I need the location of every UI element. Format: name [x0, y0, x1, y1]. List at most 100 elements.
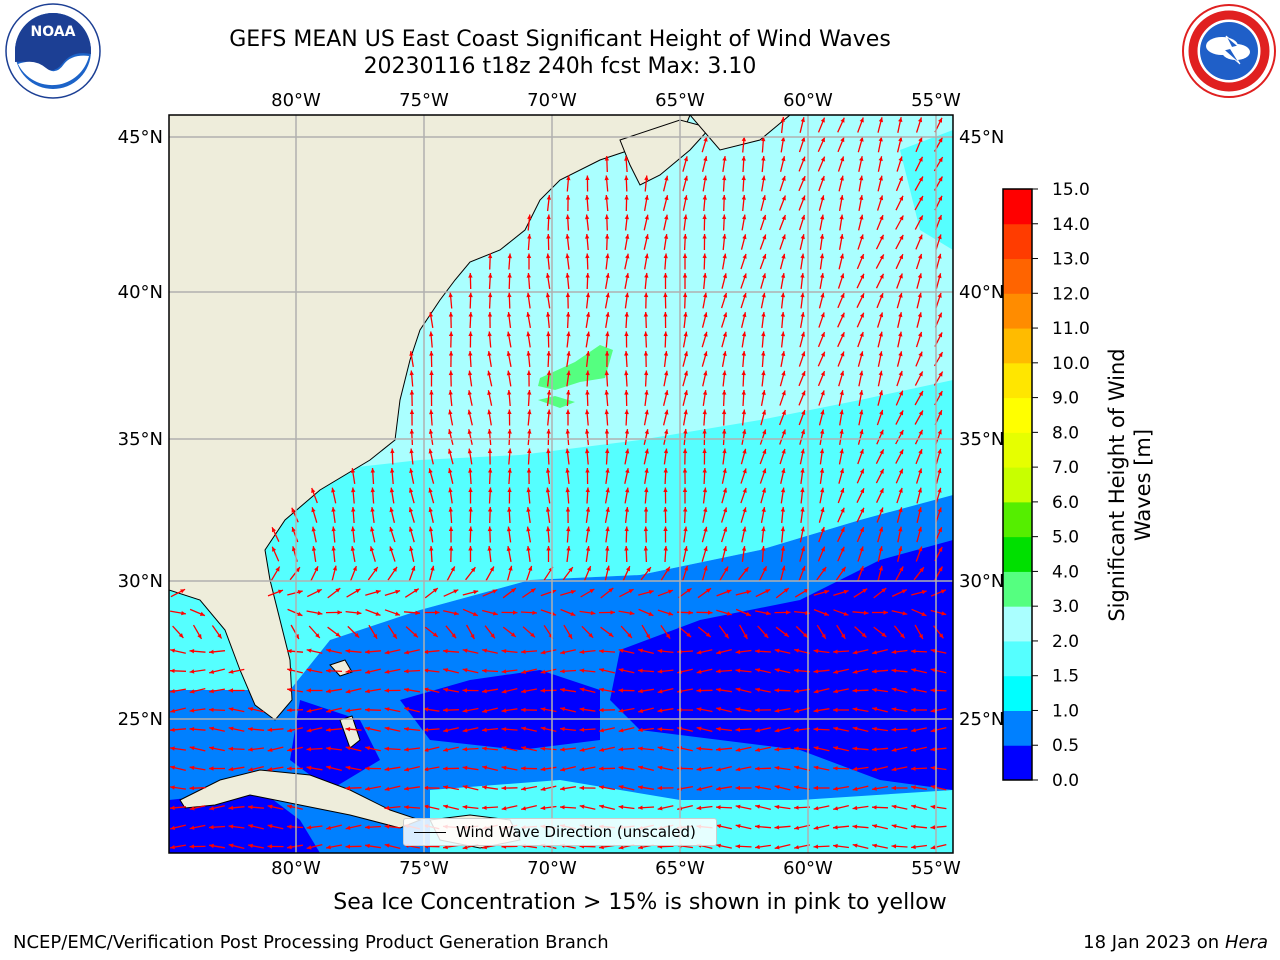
wave-arrow-head: [663, 546, 668, 551]
wave-arrow-head: [743, 634, 748, 639]
wave-arrow-head: [189, 649, 195, 654]
wave-arrow-head: [813, 785, 818, 791]
wave-arrow-head: [643, 526, 648, 532]
wave-arrow-head: [521, 726, 527, 731]
wave-arrow-head: [755, 766, 760, 771]
wave-arrow-head: [530, 588, 536, 593]
wave-arrow-head: [170, 785, 175, 790]
wave-arrow-head: [311, 507, 316, 513]
wave-arrow-head: [487, 351, 492, 356]
wave-arrow-head: [918, 391, 923, 396]
wave-arrow-head: [565, 507, 571, 512]
wave-arrow-head: [918, 449, 923, 455]
wave-arrow-head: [702, 390, 708, 395]
wave-arrow-head: [930, 668, 936, 673]
wave-arrow-head: [781, 448, 786, 454]
wave-arrow-head: [852, 843, 858, 848]
wave-arrow-head: [800, 468, 805, 473]
wave-arrow-head: [638, 746, 643, 751]
wave-arrow-head: [585, 370, 590, 376]
wave-arrow-head: [898, 468, 903, 474]
wave-arrow-head: [859, 312, 864, 318]
wave-arrow-head: [384, 843, 390, 848]
wave-arrow-head: [565, 195, 571, 200]
wave-arrow-head: [314, 566, 318, 572]
wave-arrow-head: [546, 526, 551, 532]
colorbar-tick-label: 1.5: [1052, 667, 1079, 687]
wave-arrow-head: [545, 292, 551, 298]
lat-label-right: 45°N: [959, 127, 1004, 148]
wave-arrow-head: [546, 253, 551, 259]
wave-arrow-head: [589, 589, 595, 594]
wave-arrow-head: [852, 786, 858, 791]
wave-arrow-head: [345, 785, 351, 791]
wave-arrow-head: [741, 409, 747, 415]
wave-arrow-head: [901, 589, 907, 594]
wave-arrow-head: [938, 566, 943, 572]
wave-arrow-head: [741, 370, 746, 376]
wave-arrow-head: [501, 746, 507, 751]
wave-arrow-head: [783, 588, 789, 593]
wave-arrow-head: [820, 332, 825, 338]
wave-arrow-head: [585, 351, 591, 356]
wave-arrow-head: [930, 728, 936, 733]
wave-arrow-head: [839, 448, 844, 454]
wave-arrow-head: [267, 767, 273, 772]
wave-arrow-head: [507, 448, 512, 454]
wave-arrow-head: [755, 728, 760, 733]
wave-arrow-head: [917, 507, 922, 513]
wave-arrow-head: [625, 273, 630, 278]
wave-arrow-head: [526, 468, 532, 473]
wave-arrow-head: [833, 707, 838, 713]
wave-arrow-head: [487, 448, 493, 453]
wave-arrow-head: [879, 254, 884, 260]
wave-arrow-head: [801, 390, 806, 396]
wave-arrow-head: [891, 804, 897, 809]
wave-arrow-head: [859, 195, 864, 200]
wave-arrow-head: [794, 648, 800, 653]
wave-arrow-head: [860, 293, 864, 299]
wave-arrow-head: [891, 649, 897, 655]
wave-arrow-head: [482, 805, 487, 810]
wave-arrow-head: [898, 176, 903, 182]
wave-arrow-head: [370, 526, 375, 532]
wave-arrow-head: [852, 766, 858, 772]
wave-arrow-head: [521, 786, 526, 791]
colorbar-tick-label: 11.0: [1052, 319, 1090, 339]
wave-arrow-head: [428, 526, 434, 532]
wave-arrow-head: [527, 390, 532, 395]
wave-arrow-head: [879, 312, 884, 318]
colorbar-tick-label: 7.0: [1052, 458, 1079, 478]
wave-arrow-head: [761, 195, 766, 201]
wave-arrow-head: [624, 175, 629, 181]
wave-arrow-head: [819, 448, 825, 454]
wave-arrow-head: [608, 632, 614, 637]
lon-label-bottom: 65°W: [655, 858, 705, 879]
wave-arrow-head: [726, 589, 732, 594]
wave-arrow-head: [781, 565, 786, 571]
wave-arrow-head: [513, 610, 518, 615]
colorbar-segment: [1003, 501, 1032, 538]
wave-arrow-head: [918, 634, 923, 639]
wave-arrow-head: [501, 727, 507, 732]
wave-arrow-head: [683, 331, 688, 337]
wave-arrow-head: [546, 351, 551, 356]
wave-arrow-head: [917, 312, 922, 318]
wave-arrow-head: [448, 351, 454, 356]
wave-arrow-head: [937, 527, 942, 533]
wave-arrow-head: [755, 747, 761, 752]
wave-arrow-head: [335, 588, 341, 593]
wave-arrow-head: [540, 746, 546, 751]
wave-arrow-head: [492, 611, 498, 616]
wave-arrow-head: [354, 632, 360, 638]
wave-arrow-head: [852, 650, 858, 655]
wave-arrow-head: [638, 785, 643, 790]
wave-arrow-head: [521, 669, 527, 674]
wave-arrow-head: [566, 526, 571, 532]
wave-arrow-head: [605, 292, 610, 298]
wave-arrow-head: [443, 785, 448, 790]
wave-arrow-head: [411, 566, 416, 571]
wave-arrow-head: [545, 273, 551, 278]
wave-arrow-head: [351, 487, 356, 493]
date-stamp: 18 Jan 2023 on Hera: [1083, 932, 1268, 953]
